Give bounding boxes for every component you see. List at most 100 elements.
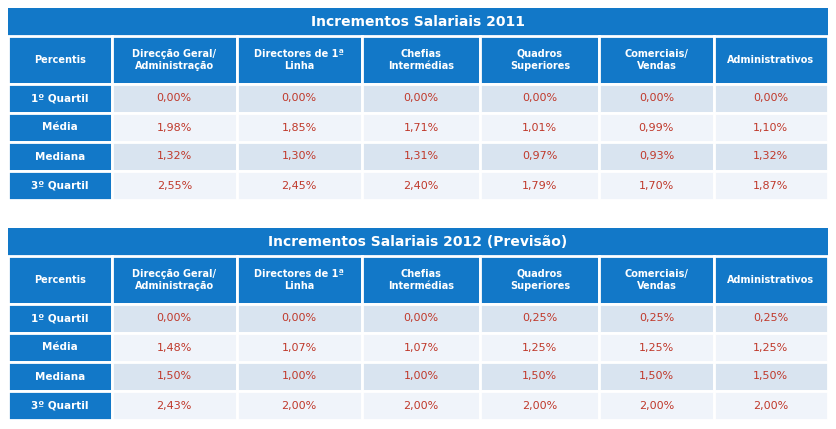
Bar (8, 391, 112, 420)
Bar (237, 333, 362, 362)
Text: 0,25%: 0,25% (753, 314, 788, 323)
Bar (714, 113, 828, 142)
Text: Chefias
Intermédias: Chefias Intermédias (388, 269, 454, 291)
Text: Média: Média (42, 123, 78, 133)
Bar (714, 84, 828, 113)
Text: 1,48%: 1,48% (156, 342, 192, 353)
Text: Quadros
Superiores: Quadros Superiores (510, 49, 570, 71)
Text: 2,43%: 2,43% (156, 401, 192, 411)
Text: Direcção Geral/
Administração: Direcção Geral/ Administração (132, 269, 217, 291)
Bar (237, 142, 362, 171)
Bar (362, 391, 481, 420)
Text: 1,85%: 1,85% (282, 123, 317, 133)
Bar (8, 8, 828, 36)
Text: 2,45%: 2,45% (282, 181, 317, 190)
Text: 0,00%: 0,00% (639, 94, 674, 103)
Bar (237, 304, 362, 333)
Bar (112, 362, 237, 391)
Text: Comerciais/
Vendas: Comerciais/ Vendas (624, 269, 688, 291)
Text: 1,30%: 1,30% (282, 151, 317, 161)
Text: 2,00%: 2,00% (404, 401, 439, 411)
Text: 0,00%: 0,00% (404, 314, 439, 323)
Bar (714, 391, 828, 420)
Bar (599, 142, 714, 171)
Bar (237, 36, 362, 84)
Text: Mediana: Mediana (35, 151, 85, 161)
Text: Incrementos Salariais 2011: Incrementos Salariais 2011 (311, 15, 525, 29)
Bar (237, 362, 362, 391)
Bar (237, 113, 362, 142)
Text: 0,25%: 0,25% (522, 314, 558, 323)
Bar (8, 113, 112, 142)
Text: 0,93%: 0,93% (639, 151, 674, 161)
Text: 2,00%: 2,00% (753, 401, 788, 411)
Text: 1º Quartil: 1º Quartil (31, 314, 89, 323)
Text: 1,32%: 1,32% (156, 151, 192, 161)
Bar (362, 84, 481, 113)
Bar (362, 362, 481, 391)
Text: 1,87%: 1,87% (753, 181, 788, 190)
Bar (112, 36, 237, 84)
Bar (112, 113, 237, 142)
Bar (599, 304, 714, 333)
Bar (599, 333, 714, 362)
Bar (714, 142, 828, 171)
Text: 1,70%: 1,70% (639, 181, 674, 190)
Bar (362, 333, 481, 362)
Bar (714, 333, 828, 362)
Text: Quadros
Superiores: Quadros Superiores (510, 269, 570, 291)
Bar (112, 304, 237, 333)
Text: 0,25%: 0,25% (639, 314, 674, 323)
Text: Directores de 1ª
Linha: Directores de 1ª Linha (254, 269, 344, 291)
Bar (714, 362, 828, 391)
Bar (237, 256, 362, 304)
Bar (362, 142, 481, 171)
Bar (481, 84, 599, 113)
Text: 0,97%: 0,97% (522, 151, 558, 161)
Text: 1,07%: 1,07% (282, 342, 317, 353)
Text: 2,00%: 2,00% (282, 401, 317, 411)
Text: 3º Quartil: 3º Quartil (31, 181, 89, 190)
Text: 2,00%: 2,00% (639, 401, 674, 411)
Bar (481, 142, 599, 171)
Bar (237, 391, 362, 420)
Text: 0,00%: 0,00% (522, 94, 558, 103)
Text: Percentis: Percentis (34, 275, 86, 285)
Text: 0,00%: 0,00% (753, 94, 788, 103)
Bar (112, 256, 237, 304)
Bar (362, 304, 481, 333)
Bar (8, 362, 112, 391)
Bar (112, 84, 237, 113)
Text: Comerciais/
Vendas: Comerciais/ Vendas (624, 49, 688, 71)
Text: 0,00%: 0,00% (156, 94, 191, 103)
Text: 0,00%: 0,00% (282, 94, 317, 103)
Bar (112, 333, 237, 362)
Text: 1,50%: 1,50% (522, 372, 558, 381)
Text: 3º Quartil: 3º Quartil (31, 401, 89, 411)
Bar (8, 142, 112, 171)
Bar (8, 84, 112, 113)
Text: 1,25%: 1,25% (522, 342, 558, 353)
Bar (237, 84, 362, 113)
Text: Chefias
Intermédias: Chefias Intermédias (388, 49, 454, 71)
Text: Percentis: Percentis (34, 55, 86, 65)
Bar (481, 256, 599, 304)
Text: 2,00%: 2,00% (522, 401, 558, 411)
Bar (8, 171, 112, 200)
Text: 1,25%: 1,25% (639, 342, 674, 353)
Text: 1,50%: 1,50% (156, 372, 191, 381)
Text: Média: Média (42, 342, 78, 353)
Bar (599, 171, 714, 200)
Text: 1,07%: 1,07% (404, 342, 439, 353)
Text: 1,79%: 1,79% (522, 181, 558, 190)
Text: 0,00%: 0,00% (156, 314, 191, 323)
Bar (8, 333, 112, 362)
Bar (481, 362, 599, 391)
Bar (362, 36, 481, 84)
Text: 0,00%: 0,00% (282, 314, 317, 323)
Bar (481, 113, 599, 142)
Bar (362, 171, 481, 200)
Bar (714, 304, 828, 333)
Text: 0,00%: 0,00% (404, 94, 439, 103)
Bar (481, 333, 599, 362)
